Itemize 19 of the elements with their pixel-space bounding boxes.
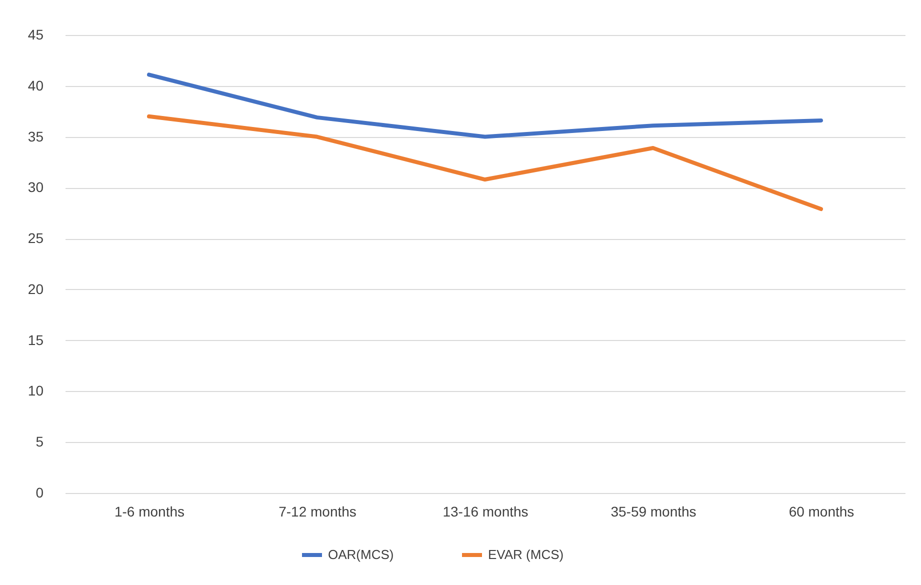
y-tick-label: 25 bbox=[28, 230, 44, 246]
line-series bbox=[147, 114, 823, 212]
x-tick-label: 60 months bbox=[788, 504, 854, 520]
x-tick-label: 35-59 months bbox=[610, 504, 696, 520]
y-tick-label: 5 bbox=[36, 434, 44, 450]
x-tick-label: 1-6 months bbox=[114, 504, 185, 520]
y-tick-label: 0 bbox=[36, 484, 44, 500]
y-tick-label: 45 bbox=[28, 26, 44, 42]
y-tick-label: 15 bbox=[28, 332, 44, 348]
y-tick-label: 35 bbox=[28, 128, 44, 144]
y-tick-label: 40 bbox=[28, 77, 44, 94]
legend-label: OAR(MCS) bbox=[328, 547, 394, 562]
legend-label: EVAR (MCS) bbox=[488, 547, 564, 562]
y-tick-label: 30 bbox=[28, 179, 44, 196]
line-series bbox=[147, 72, 823, 139]
x-tick-label: 7-12 months bbox=[278, 504, 356, 520]
y-tick-label: 20 bbox=[28, 280, 44, 297]
y-tick-label: 10 bbox=[28, 382, 44, 399]
x-tick-label: 13-16 months bbox=[442, 504, 528, 520]
